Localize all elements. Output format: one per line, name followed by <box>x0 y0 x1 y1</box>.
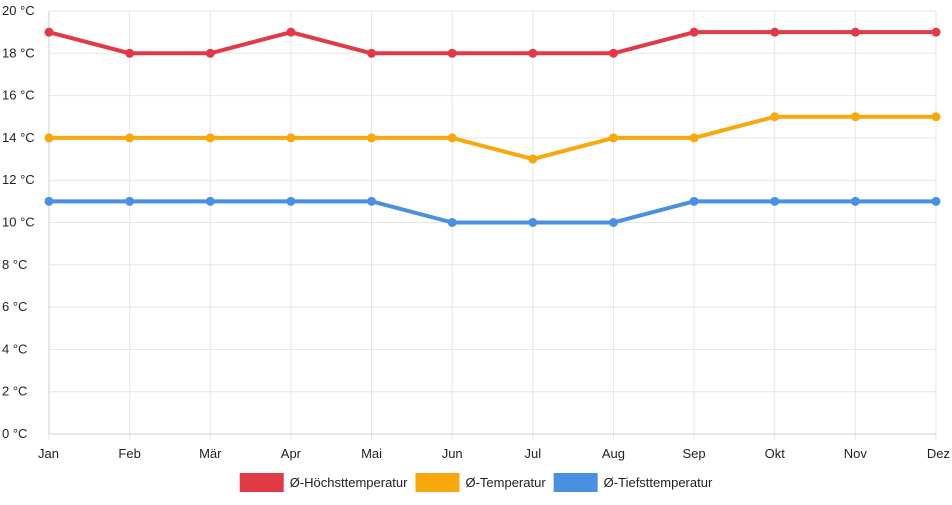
data-point <box>447 48 457 58</box>
data-point <box>689 196 699 206</box>
data-point <box>447 218 457 227</box>
data-point <box>367 133 377 143</box>
data-point <box>528 218 538 227</box>
data-point <box>125 133 135 143</box>
grid-layer <box>48 10 937 440</box>
y-axis-ticks: 0 °C 2 °C 4 °C 6 °C 8 °C 10 °C 12 °C 14 °C 16 °C… <box>2 3 35 441</box>
data-point <box>44 196 54 206</box>
axis-layer <box>48 11 936 435</box>
legend-item: Ø-Temperatur <box>415 473 546 492</box>
data-point <box>770 27 780 37</box>
data-point <box>447 133 457 143</box>
data-point <box>205 196 215 206</box>
legend-swatch <box>239 473 284 492</box>
y-tick-label: 18 °C <box>2 45 35 60</box>
data-point <box>205 133 215 143</box>
x-tick-label: Mai <box>361 446 382 461</box>
x-tick-label: Dez <box>927 446 950 461</box>
data-point <box>528 154 538 164</box>
data-point <box>770 196 780 206</box>
series-group <box>44 196 941 227</box>
y-tick-label: 20 °C <box>2 3 35 18</box>
x-tick-label: Mär <box>199 446 222 461</box>
data-point <box>367 48 377 58</box>
data-point <box>286 27 296 37</box>
x-tick-label: Aug <box>602 446 625 461</box>
data-point <box>286 196 296 206</box>
x-tick-label: Okt <box>765 446 786 461</box>
data-point <box>528 48 538 58</box>
y-tick-label: 12 °C <box>2 172 35 187</box>
legend-item: Ø-Höchsttemperatur <box>239 473 408 492</box>
series-group <box>44 112 941 164</box>
y-tick-label: 8 °C <box>2 257 27 272</box>
y-tick-label: 16 °C <box>2 88 35 103</box>
y-tick-label: 2 °C <box>2 384 27 399</box>
data-point <box>44 133 54 143</box>
legend-label: Ø-Temperatur <box>465 475 546 490</box>
data-point <box>286 133 296 143</box>
data-point <box>608 218 618 227</box>
data-point <box>850 27 860 37</box>
data-point <box>689 133 699 143</box>
y-tick-label: 4 °C <box>2 341 27 356</box>
x-tick-label: Apr <box>281 446 302 461</box>
data-point <box>850 112 860 122</box>
data-point <box>770 112 780 122</box>
y-tick-label: 10 °C <box>2 215 35 230</box>
series-layer <box>44 27 941 227</box>
x-tick-label: Sep <box>683 446 706 461</box>
y-tick-label: 14 °C <box>2 130 35 145</box>
y-tick-label: 0 °C <box>2 426 27 441</box>
x-tick-label: Jan <box>38 446 59 461</box>
data-point <box>205 48 215 58</box>
data-point <box>850 196 860 206</box>
data-point <box>367 196 377 206</box>
data-point <box>125 48 135 58</box>
legend-label: Ø-Höchsttemperatur <box>290 475 408 490</box>
series-line <box>47 30 938 56</box>
legend-swatch <box>415 473 460 492</box>
data-point <box>931 196 941 206</box>
x-axis-ticks: Jan Feb Mär Apr Mai Jun Jul Aug Sep Okt Nov Dez <box>38 446 950 461</box>
series-line <box>47 199 938 225</box>
x-tick-label: Nov <box>844 446 868 461</box>
series-group <box>44 27 941 58</box>
legend-swatch <box>553 473 598 492</box>
data-point <box>689 27 699 37</box>
data-point <box>931 112 941 122</box>
series-line <box>47 114 938 162</box>
data-point <box>125 196 135 206</box>
data-point <box>608 48 618 58</box>
x-tick-label: Feb <box>118 446 140 461</box>
data-point <box>44 27 54 37</box>
data-point <box>931 27 941 37</box>
legend-label: Ø-Tiefsttemperatur <box>604 475 713 490</box>
legend-item: Ø-Tiefsttemperatur <box>553 473 713 492</box>
legend: Ø-Höchsttemperatur Ø-Temperatur Ø-Tiefstte… <box>239 473 713 492</box>
x-tick-label: Jul <box>525 446 542 461</box>
y-tick-label: 6 °C <box>2 299 27 314</box>
data-point <box>608 133 618 143</box>
x-tick-label: Jun <box>442 446 463 461</box>
